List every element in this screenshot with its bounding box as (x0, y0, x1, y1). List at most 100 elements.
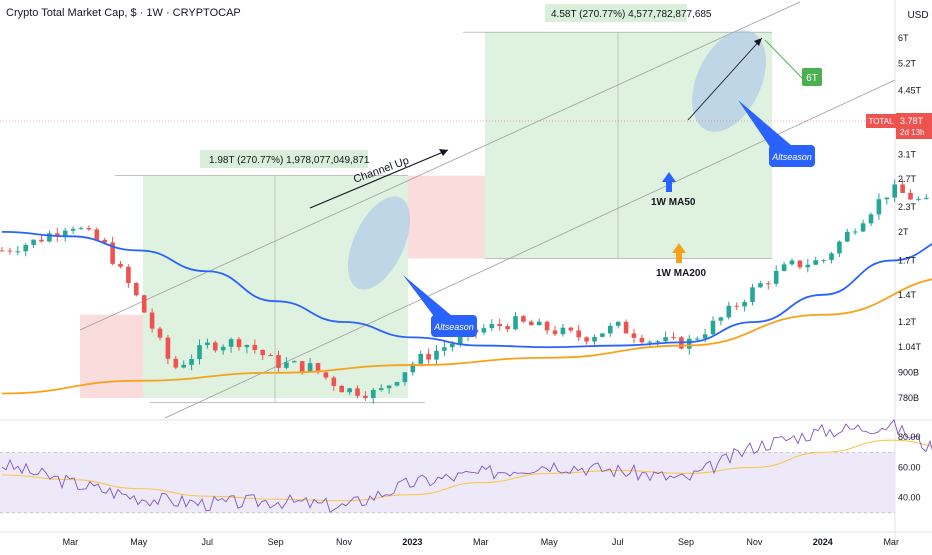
candle-body (426, 354, 431, 360)
candle-body (750, 287, 755, 302)
candle-body (403, 372, 408, 382)
candle-body (513, 316, 518, 329)
x-tick-label: Mar (883, 537, 899, 547)
retrace-zone-2 (408, 176, 485, 259)
x-tick-label: Sep (678, 537, 694, 547)
candle-body (553, 330, 558, 334)
candle-body (8, 251, 13, 252)
rsi-tick-label: 80.00 (898, 432, 921, 442)
candle-body (892, 184, 897, 197)
candle-body (434, 351, 439, 360)
altseason-badge-2-label: Altseason (771, 152, 812, 162)
candle-body (371, 390, 376, 398)
candle-body (395, 382, 400, 386)
candle-body (924, 198, 929, 199)
candle-body (221, 347, 226, 351)
y-tick-label: 2.7T (898, 174, 917, 184)
x-tick-label: May (130, 537, 148, 547)
candle-body (237, 339, 242, 347)
y-tick-label: 4.45T (898, 86, 922, 96)
candle-body (205, 342, 210, 345)
candle-body (861, 223, 866, 231)
candle-body (521, 316, 526, 322)
candle-body (497, 324, 502, 326)
candle-body (916, 199, 921, 200)
candle-body (561, 328, 566, 334)
price-tag-symbol: TOTAL (868, 117, 894, 126)
candle-body (276, 355, 281, 368)
candle-body (71, 229, 76, 231)
x-tick-label: Mar (473, 537, 489, 547)
candle-body (308, 363, 313, 371)
x-tick-label: Sep (268, 537, 284, 547)
y-tick-label: 2T (898, 227, 909, 237)
measure-label-1: 1.98T (270.77%) 1,978,077,049,871 (209, 155, 370, 166)
candle-body (166, 338, 171, 359)
candle-body (837, 242, 842, 254)
candle-body (292, 361, 297, 362)
candle-body (268, 355, 273, 356)
x-tick-label: Mar (63, 537, 79, 547)
y-tick-label: 2.3T (898, 202, 917, 212)
candle-body (189, 359, 194, 365)
candle-body (505, 326, 510, 329)
candle-body (39, 240, 44, 242)
y-tick-label: 3.1T (898, 150, 917, 160)
x-tick-label: Jul (201, 537, 213, 547)
candle-body (719, 317, 724, 320)
candle-body (79, 228, 84, 229)
candle-body (150, 313, 155, 329)
candle-body (727, 306, 732, 318)
altseason-badge-1-label: Altseason (433, 322, 474, 332)
candle-body (687, 339, 692, 349)
retrace-zone-1 (80, 315, 143, 398)
candle-body (742, 302, 747, 306)
candle-body (703, 334, 708, 338)
x-tick-label: Nov (336, 537, 353, 547)
candle-body (339, 386, 344, 392)
candle-body (655, 341, 660, 342)
candle-body (877, 199, 882, 214)
candle-body (229, 339, 234, 347)
candle-body (529, 322, 534, 326)
candle-body (782, 264, 787, 271)
rsi-tick-label: 60.00 (898, 462, 921, 472)
candle-body (63, 231, 68, 236)
candle-body (134, 283, 139, 295)
y-tick-label: 1.7T (898, 256, 917, 266)
target-badge-label: 6T (806, 73, 818, 84)
candle-body (663, 337, 668, 341)
candle-body (576, 330, 581, 337)
candle-body (640, 338, 645, 343)
candle-body (126, 267, 131, 283)
candle-body (482, 328, 487, 332)
candle-body (16, 251, 21, 252)
y-tick-label: 1.4T (898, 290, 917, 300)
y-tick-label: 1.2T (898, 317, 917, 327)
chart-title: Crypto Total Market Cap, $ · 1W · CRYPTO… (6, 7, 241, 19)
candle-body (584, 337, 589, 341)
y-tick-label: 5.2T (898, 58, 917, 68)
candle-body (734, 306, 739, 307)
candle-body (545, 322, 550, 331)
candle-body (853, 231, 858, 232)
candle-body (347, 388, 352, 392)
candle-body (23, 245, 28, 251)
candle-body (908, 193, 913, 200)
candle-body (569, 328, 574, 331)
candle-body (197, 345, 202, 359)
candle-body (355, 388, 360, 395)
measure-label-2: 4.58T (270.77%) 4,577,782,877,685 (551, 9, 712, 20)
candle-body (624, 322, 629, 334)
y-tick-label: 1.04T (898, 342, 922, 352)
candle-body (711, 321, 716, 335)
x-tick-label: 2024 (813, 537, 833, 547)
candle-body (671, 337, 676, 338)
rsi-band (0, 452, 895, 513)
candle-body (758, 283, 763, 287)
y-tick-label: 900B (898, 368, 919, 378)
candle-body (869, 214, 874, 223)
candle-body (600, 333, 605, 337)
x-tick-label: Jul (612, 537, 624, 547)
